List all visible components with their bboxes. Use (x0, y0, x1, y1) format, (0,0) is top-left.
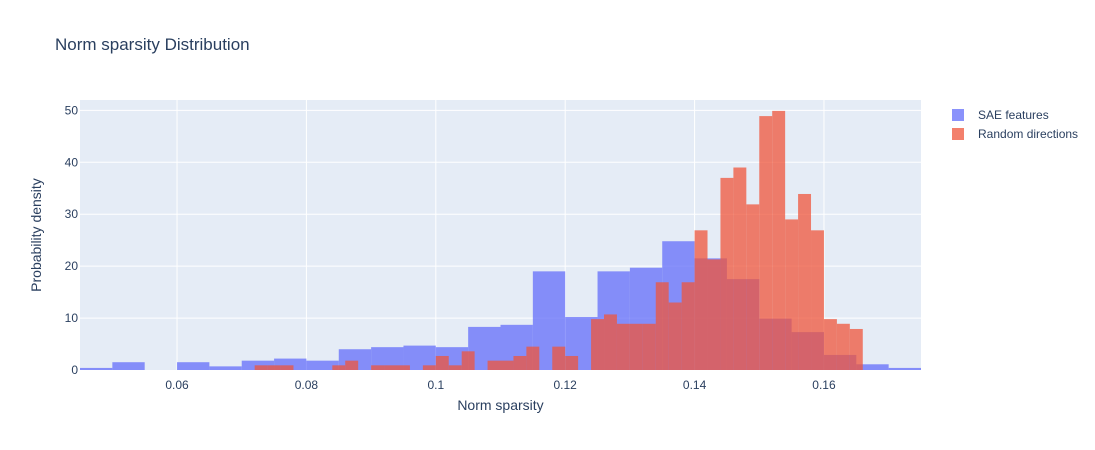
histogram-bar[interactable] (565, 355, 579, 370)
chart-title: Norm sparsity Distribution (55, 35, 250, 54)
y-tick-label: 0 (71, 363, 78, 377)
histogram-bar[interactable] (694, 230, 708, 370)
histogram-bar[interactable] (746, 204, 760, 370)
histogram-bar[interactable] (798, 193, 812, 370)
histogram-bar[interactable] (487, 360, 501, 370)
histogram-bar[interactable] (254, 365, 268, 370)
histogram-bar[interactable] (849, 328, 863, 370)
y-axis-title: Probability density (28, 178, 44, 292)
histogram-bar[interactable] (274, 358, 307, 370)
histogram-bar[interactable] (888, 367, 921, 370)
histogram-bar[interactable] (80, 367, 113, 370)
y-axis-ticks: 0 10 20 30 40 50 (65, 103, 79, 377)
histogram-bar[interactable] (836, 323, 850, 370)
x-tick-label: 0.12 (554, 378, 578, 392)
histogram-bar[interactable] (526, 346, 540, 370)
x-axis-ticks: 0.06 0.08 0.1 0.12 0.14 0.16 (165, 378, 836, 392)
histogram-bar[interactable] (629, 323, 643, 370)
histogram-bar[interactable] (422, 365, 436, 370)
histogram-bar[interactable] (591, 319, 605, 370)
histogram-bar[interactable] (209, 366, 242, 370)
histogram-bar[interactable] (856, 364, 889, 370)
histogram-bar[interactable] (733, 167, 747, 371)
histogram-bar[interactable] (604, 314, 617, 370)
histogram-bar[interactable] (280, 365, 294, 370)
legend-item[interactable]: SAE features (952, 108, 1049, 122)
histogram-bar[interactable] (513, 355, 527, 370)
histogram-bar[interactable] (112, 362, 145, 370)
legend-item[interactable]: Random directions (952, 127, 1078, 141)
series-1 (254, 110, 863, 371)
histogram-bar[interactable] (396, 365, 410, 370)
legend[interactable]: SAE features Random directions (952, 108, 1078, 141)
x-tick-label: 0.08 (295, 378, 319, 392)
histogram-bar[interactable] (332, 365, 346, 370)
histogram-bar[interactable] (435, 355, 449, 370)
histogram-bar[interactable] (616, 323, 630, 370)
histogram-bar[interactable] (681, 282, 695, 370)
histogram-bar[interactable] (371, 365, 385, 370)
histogram-bar[interactable] (552, 346, 566, 370)
histogram-bar[interactable] (345, 360, 359, 370)
histogram-bar[interactable] (655, 282, 669, 370)
histogram-bar[interactable] (448, 365, 462, 370)
histogram-bar[interactable] (642, 323, 656, 370)
legend-swatch (952, 109, 964, 121)
y-tick-label: 20 (65, 259, 79, 273)
histogram-bar[interactable] (668, 302, 682, 371)
histogram-bar[interactable] (500, 360, 514, 370)
x-tick-label: 0.14 (683, 378, 707, 392)
histogram-bar[interactable] (306, 360, 339, 370)
histogram-bar[interactable] (823, 319, 837, 370)
histogram-bar[interactable] (720, 177, 734, 370)
legend-swatch (952, 128, 964, 140)
x-tick-label: 0.06 (165, 378, 189, 392)
histogram-bar[interactable] (267, 365, 281, 370)
x-tick-label: 0.16 (812, 378, 836, 392)
bars (80, 110, 921, 371)
histogram-bar[interactable] (811, 230, 824, 370)
y-tick-label: 40 (65, 155, 79, 169)
y-tick-label: 50 (65, 103, 79, 117)
histogram-bar[interactable] (707, 259, 721, 370)
histogram-bar[interactable] (241, 360, 275, 370)
legend-label: SAE features (978, 108, 1049, 122)
x-tick-label: 0.1 (427, 378, 444, 392)
histogram-bar[interactable] (177, 362, 210, 370)
histogram-bar[interactable] (772, 110, 786, 371)
y-tick-label: 30 (65, 207, 79, 221)
histogram-bar[interactable] (785, 219, 799, 370)
y-tick-label: 10 (65, 311, 79, 325)
legend-label: Random directions (978, 127, 1078, 141)
x-axis-title: Norm sparsity (457, 397, 543, 413)
histogram-bar[interactable] (371, 347, 404, 370)
histogram-bar[interactable] (461, 351, 475, 370)
histogram-bar[interactable] (384, 365, 397, 370)
histogram-bar[interactable] (759, 116, 773, 370)
